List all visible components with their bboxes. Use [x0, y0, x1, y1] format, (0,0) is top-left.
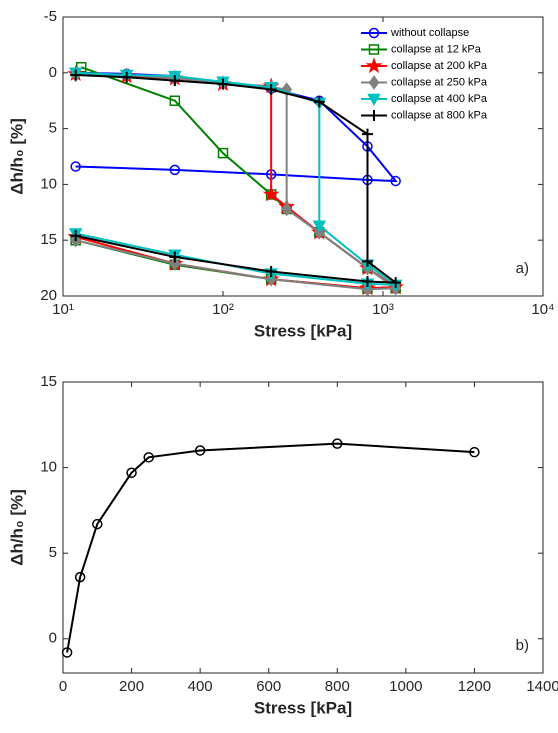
marker [169, 75, 181, 87]
marker [126, 467, 137, 478]
y-tick-label: -5 [44, 8, 57, 25]
marker [121, 71, 133, 83]
marker [169, 164, 181, 176]
y-tick-label: 15 [40, 373, 57, 390]
legend-label: collapse at 250 kPa [391, 76, 488, 88]
x-tick-label: 600 [256, 678, 281, 695]
marker [70, 230, 82, 242]
marker [169, 95, 181, 106]
marker [281, 201, 293, 217]
y-tick-label: 0 [49, 64, 57, 81]
marker [313, 96, 325, 108]
marker [74, 571, 86, 583]
marker [361, 275, 373, 287]
series-line [66, 442, 475, 653]
marker [70, 161, 81, 172]
legend-marker [368, 27, 380, 39]
marker [194, 445, 206, 456]
series-line [75, 74, 399, 291]
legend-marker [368, 75, 380, 90]
plot-area [62, 381, 544, 674]
legend-marker [367, 93, 381, 107]
marker [92, 518, 103, 530]
marker [265, 265, 277, 277]
x-tick-label: 1400 [526, 678, 558, 695]
x-axis-label: Stress [kPa] [254, 321, 352, 340]
y-tick-label: 10 [40, 175, 57, 192]
x-axis-label: Stress [kPa] [254, 698, 352, 717]
legend-marker [365, 57, 383, 74]
x-tick-label: 1200 [458, 678, 491, 695]
marker [262, 185, 280, 202]
y-axis-label: Δh/h₀ [%] [7, 118, 26, 195]
y-tick-label: 15 [40, 231, 57, 248]
marker [469, 446, 480, 458]
x-tick-label: 10² [212, 301, 234, 318]
marker [169, 251, 181, 263]
legend-label: without collapse [390, 27, 469, 39]
y-tick-label: 5 [49, 120, 57, 137]
panel-label: a) [516, 260, 529, 277]
y-tick-label: 5 [49, 544, 57, 561]
y-axis-label: Δh/h₀ [%] [7, 489, 26, 566]
marker [70, 69, 82, 81]
x-tick-label: 10³ [372, 301, 394, 318]
x-tick-label: 10⁴ [531, 301, 554, 318]
x-tick-label: 800 [325, 678, 350, 695]
legend-label: collapse at 400 kPa [391, 93, 488, 105]
marker [61, 647, 73, 658]
panel-label: b) [516, 637, 529, 654]
legend-label: collapse at 800 kPa [391, 109, 488, 121]
x-tick-label: 0 [59, 678, 67, 695]
y-tick-label: 20 [40, 287, 57, 304]
marker [390, 277, 402, 289]
marker [169, 256, 181, 271]
legend-label: collapse at 200 kPa [391, 60, 488, 72]
x-tick-label: 1000 [389, 678, 422, 695]
marker [217, 78, 229, 90]
x-tick-label: 10¹ [52, 301, 74, 318]
marker [217, 147, 229, 159]
y-tick-label: 10 [40, 459, 57, 476]
legend-marker [368, 110, 380, 121]
x-tick-label: 400 [188, 678, 213, 695]
marker [312, 220, 327, 233]
legend-label: collapse at 12 kPa [391, 43, 482, 55]
marker [390, 175, 401, 187]
marker [143, 452, 154, 463]
x-tick-label: 200 [119, 678, 144, 695]
y-tick-label: 0 [49, 630, 57, 647]
marker [361, 255, 373, 267]
marker [361, 128, 373, 140]
legend-marker [368, 44, 380, 55]
marker [265, 84, 277, 96]
marker [332, 438, 343, 449]
